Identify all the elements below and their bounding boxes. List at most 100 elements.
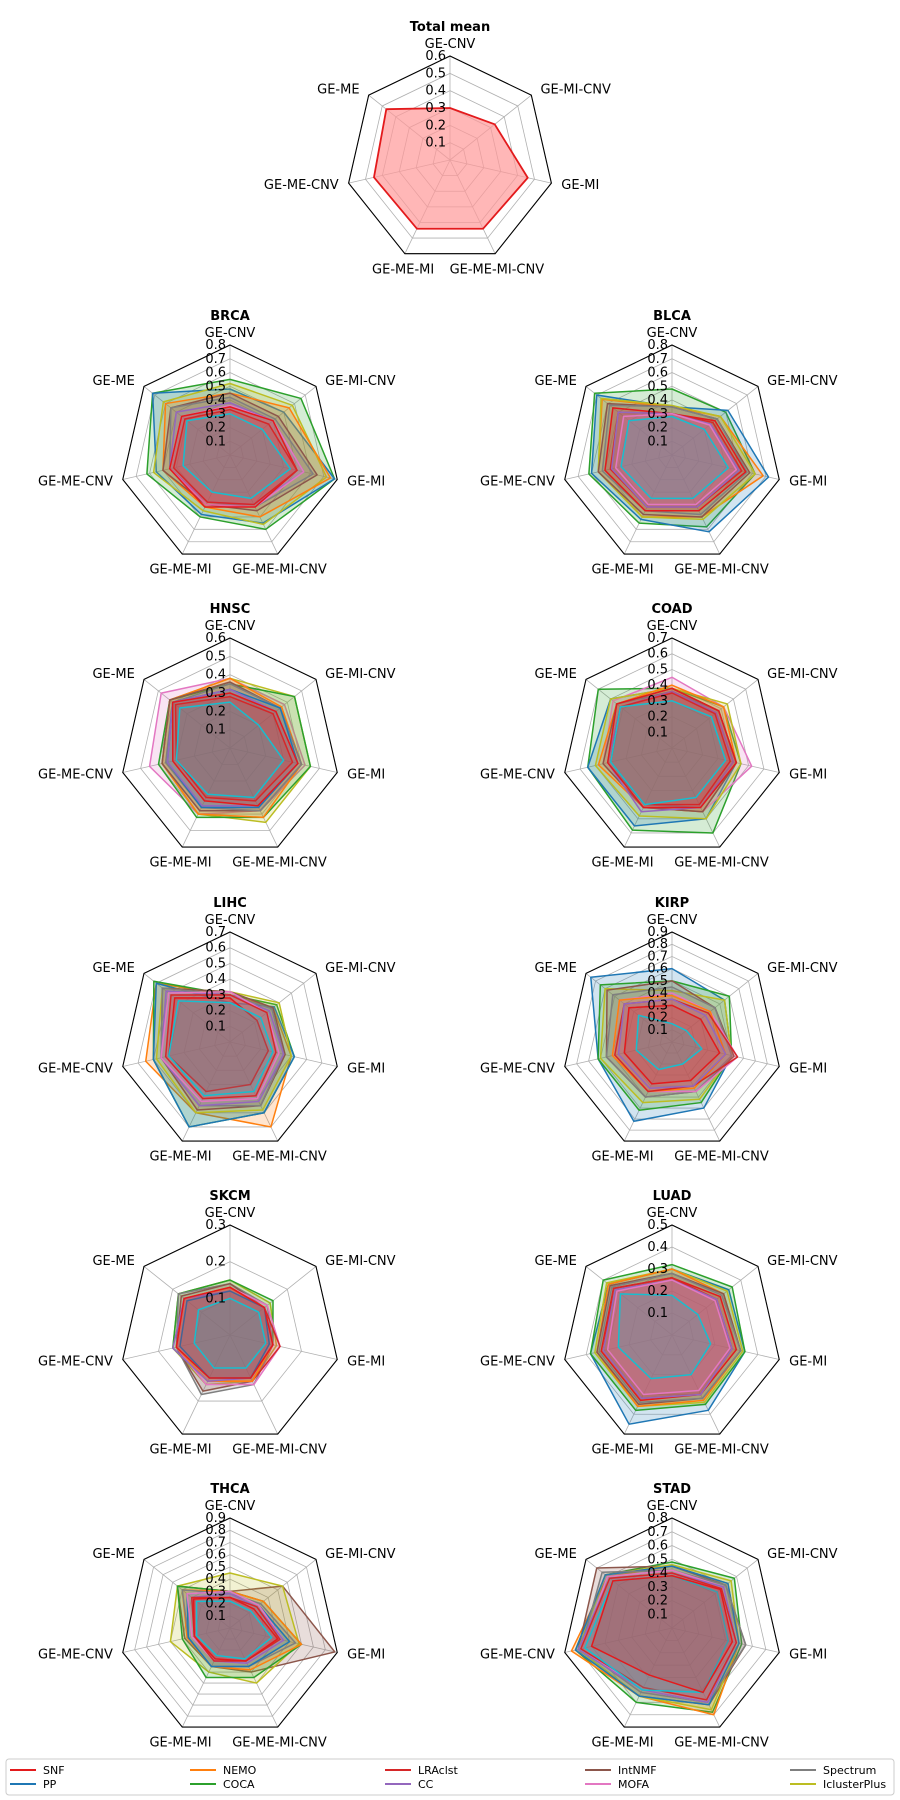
- tick-label: 0.2: [205, 421, 226, 436]
- tick-label: 0.6: [205, 1548, 226, 1563]
- tick-label: 0.6: [647, 1539, 668, 1554]
- series-mofa: [614, 413, 738, 506]
- axis-label-ge-me: GE-ME: [92, 667, 134, 682]
- grid-ring-0-5: [169, 1566, 291, 1684]
- axis-label-ge-mi: GE-MI: [347, 474, 385, 489]
- tick-label: 0.4: [205, 393, 226, 408]
- axis-label-ge-me-mi-cnv: GE-ME-MI-CNV: [232, 856, 327, 871]
- grid-ring-0-4: [158, 674, 302, 815]
- tick-label: 0.6: [425, 49, 446, 64]
- tick-label: 0.4: [205, 1572, 226, 1587]
- axis-label-ge-me-mi: GE-ME-MI: [372, 262, 434, 277]
- axis-label-ge-me: GE-ME: [534, 961, 576, 976]
- axis-label-ge-me-mi-cnv: GE-ME-MI-CNV: [674, 1150, 769, 1165]
- series-spectrum: [601, 404, 748, 516]
- axis-label-ge-cnv: GE-CNV: [647, 1206, 698, 1221]
- axis-label-ge-cnv: GE-CNV: [647, 619, 698, 634]
- legend-item-nemo: NEMO: [190, 1764, 257, 1777]
- tick-label: 0.4: [647, 393, 668, 408]
- tick-label: 0.7: [205, 1535, 226, 1550]
- grid-ring-0-1: [658, 440, 686, 468]
- series-intnmf: [596, 1272, 742, 1406]
- axis-label-ge-me-mi: GE-ME-MI: [591, 1736, 653, 1751]
- grid-ring-0-7: [588, 956, 756, 1120]
- tick-label: 0.6: [205, 366, 226, 381]
- axis-label-ge-mi: GE-MI: [789, 767, 827, 782]
- axis-label-ge-me-mi-cnv: GE-ME-MI-CNV: [232, 563, 327, 578]
- axis-label-ge-me: GE-ME: [317, 83, 359, 98]
- axis-label-ge-mi: GE-MI: [789, 1647, 827, 1662]
- grid-ring-0-1: [659, 1029, 685, 1054]
- axis-label-ge-cnv: GE-CNV: [205, 1206, 256, 1221]
- legend-label: SNF: [43, 1764, 65, 1777]
- grid-ring-0-2: [647, 1017, 697, 1065]
- grid-ring-0-5: [604, 1558, 740, 1691]
- radar-skcm: 0.1 0.2 0.3GE-CNV GE-MI-CNV GE-MI GE-ME-MI-CN…: [38, 1189, 396, 1458]
- axis-label-ge-me-cnv: GE-ME-CNV: [38, 1061, 113, 1076]
- spoke-ge-me: [143, 679, 231, 749]
- tick-label: 0.2: [205, 704, 226, 719]
- spoke-ge-me-cnv: [564, 454, 673, 480]
- legend-label: IclusterPlus: [823, 1778, 886, 1791]
- series-cc: [602, 1279, 733, 1400]
- grid-ring-0-1: [214, 1025, 246, 1057]
- axis-label-ge-mi-cnv: GE-MI-CNV: [540, 83, 611, 98]
- legend-item-cc: CC: [385, 1778, 434, 1791]
- spoke-ge-me-mi: [623, 1334, 673, 1435]
- series-method-10: [193, 1297, 267, 1369]
- tick-label: 0.7: [647, 352, 668, 367]
- series-method-10: [175, 701, 285, 799]
- tick-label: 0.2: [647, 1011, 668, 1026]
- tick-label: 0.6: [647, 962, 668, 977]
- axis-label-ge-me-mi: GE-ME-MI: [149, 563, 211, 578]
- radar-total-mean: 0.1 0.2 0.3 0.4 0.5 0.6GE-CNV GE-MI-CNV GE-MI GE…: [264, 20, 611, 277]
- tick-label: 0.8: [205, 338, 226, 353]
- spoke-ge-me-cnv: [122, 454, 231, 480]
- axis-label-ge-me-mi: GE-ME-MI: [591, 563, 653, 578]
- tick-label: 0.1: [205, 434, 226, 449]
- axis-label-ge-me-cnv: GE-ME-CNV: [480, 767, 555, 782]
- tick-label: 0.9: [647, 925, 668, 940]
- series-method-10: [609, 700, 727, 806]
- spoke-ge-mi: [229, 1334, 338, 1360]
- chart-title: COAD: [651, 602, 692, 617]
- radar-luad: 0.1 0.2 0.3 0.4 0.5GE-CNV GE-MI-CNV GE-MI GE-ME…: [480, 1189, 838, 1458]
- axis-label-ge-mi-cnv: GE-MI-CNV: [325, 1547, 396, 1562]
- legend-item-iclusterplus: IclusterPlus: [790, 1778, 886, 1791]
- series-method-10: [617, 1293, 712, 1380]
- series-method-10: [182, 413, 292, 500]
- tick-label: 0.4: [647, 1240, 668, 1255]
- series-spectrum: [168, 396, 314, 508]
- tick-label: 0.5: [647, 1552, 668, 1567]
- spoke-ge-mi-cnv: [229, 1559, 317, 1629]
- chart-title: STAD: [653, 1482, 691, 1497]
- radar-hnsc: 0.1 0.2 0.3 0.4 0.5 0.6GE-CNV GE-MI-CNV GE-MI GE…: [38, 602, 396, 871]
- grid-ring-0-8: [134, 1529, 326, 1717]
- tick-label: 0.9: [205, 1511, 226, 1526]
- axis-label-ge-me-cnv: GE-ME-CNV: [38, 474, 113, 489]
- axis-label-ge-me-cnv: GE-ME-CNV: [38, 767, 113, 782]
- axis-label-ge-mi: GE-MI: [347, 1354, 385, 1369]
- series-lraclst: [174, 695, 294, 802]
- series-spectrum: [598, 1272, 742, 1404]
- tick-label: 0.5: [647, 974, 668, 989]
- radar-frame: [564, 344, 780, 555]
- axis-label-ge-me: GE-ME: [92, 1547, 134, 1562]
- radar-coad: 0.10.20.30.40.50.60.7GE-CNV GE-MI-CNV GE-M…: [480, 602, 838, 871]
- axis-label-ge-me-mi-cnv: GE-ME-MI-CNV: [674, 1443, 769, 1458]
- grid-ring-0-2: [198, 1010, 262, 1071]
- axis-label-ge-me-cnv: GE-ME-CNV: [38, 1647, 113, 1662]
- radar-frame: [564, 637, 780, 848]
- series-snf: [167, 997, 270, 1093]
- axis-label-ge-me-mi-cnv: GE-ME-MI-CNV: [674, 563, 769, 578]
- spoke-ge-mi: [671, 454, 780, 480]
- series-pp: [590, 394, 770, 533]
- axis-label-ge-cnv: GE-CNV: [647, 1499, 698, 1514]
- grid-ring-0-2: [644, 427, 700, 481]
- tick-label: 0.3: [425, 101, 446, 116]
- legend-label: LRAclst: [418, 1764, 458, 1777]
- tick-label: 0.7: [205, 352, 226, 367]
- chart-title: Total mean: [410, 20, 490, 35]
- axis-label-ge-me: GE-ME: [534, 374, 576, 389]
- tick-label: 0.5: [205, 956, 226, 971]
